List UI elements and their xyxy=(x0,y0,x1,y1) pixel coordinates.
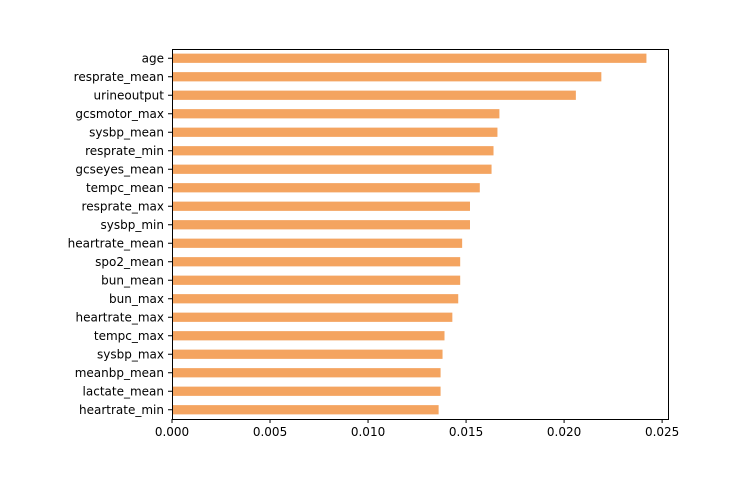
bar-sysbp_mean xyxy=(172,127,498,137)
x-tick-label: 0.020 xyxy=(547,425,581,439)
x-axis-ticks: 0.000 0.005 0.010 0.015 0.020 0.025 xyxy=(155,419,679,439)
y-tick-label: resprate_max xyxy=(82,199,164,213)
y-tick-label: resprate_mean xyxy=(74,70,164,84)
y-tick-label: tempc_mean xyxy=(86,181,164,195)
y-tick-label: sysbp_max xyxy=(97,347,164,361)
bar-sysbp_max xyxy=(172,349,443,359)
bar-heartrate_min xyxy=(172,405,439,415)
y-tick-label: tempc_max xyxy=(94,329,164,343)
bar-tempc_mean xyxy=(172,183,480,193)
y-tick-label: spo2_mean xyxy=(95,255,164,269)
y-tick-label: heartrate_mean xyxy=(68,236,164,250)
y-tick-label: heartrate_max xyxy=(76,310,165,324)
y-tick-label: urineoutput xyxy=(94,88,165,102)
bar-meanbp_mean xyxy=(172,368,441,378)
bar-bun_max xyxy=(172,294,459,304)
y-tick-label: sysbp_mean xyxy=(89,125,164,139)
bar-heartrate_mean xyxy=(172,238,463,248)
bar-age xyxy=(172,53,647,63)
x-tick-label: 0.025 xyxy=(645,425,679,439)
bars-group xyxy=(172,53,647,415)
bar-urineoutput xyxy=(172,90,576,100)
y-tick-label: lactate_mean xyxy=(83,384,164,398)
bar-heartrate_max xyxy=(172,312,453,322)
y-tick-label: meanbp_mean xyxy=(75,366,164,380)
y-axis-ticks: age resprate_mean urineoutput gcsmotor_maxs… xyxy=(68,51,172,417)
bar-gcsmotor_max xyxy=(172,109,500,119)
bar-lactate_mean xyxy=(172,386,441,396)
bar-resprate_mean xyxy=(172,72,602,82)
bar-resprate_max xyxy=(172,201,470,211)
y-tick-label: gcseyes_mean xyxy=(75,162,164,176)
bar-spo2_mean xyxy=(172,257,461,267)
x-tick-label: 0.010 xyxy=(351,425,385,439)
bar-tempc_max xyxy=(172,331,445,341)
y-tick-label: sysbp_min xyxy=(101,218,164,232)
y-tick-label: bun_max xyxy=(109,292,164,306)
y-tick-label: gcsmotor_max xyxy=(75,107,164,121)
x-tick-label: 0.000 xyxy=(155,425,189,439)
x-tick-label: 0.005 xyxy=(253,425,287,439)
bar-resprate_min xyxy=(172,146,494,156)
y-tick-label: bun_mean xyxy=(101,273,164,287)
bar-bun_mean xyxy=(172,275,461,285)
x-tick-label: 0.015 xyxy=(449,425,483,439)
y-tick-label: heartrate_min xyxy=(79,403,164,417)
y-tick-label: resprate_min xyxy=(85,144,164,158)
bar-gcseyes_mean xyxy=(172,164,492,174)
plot-frame xyxy=(172,49,669,420)
y-tick-label: age xyxy=(142,51,164,65)
bar-sysbp_min xyxy=(172,220,470,230)
